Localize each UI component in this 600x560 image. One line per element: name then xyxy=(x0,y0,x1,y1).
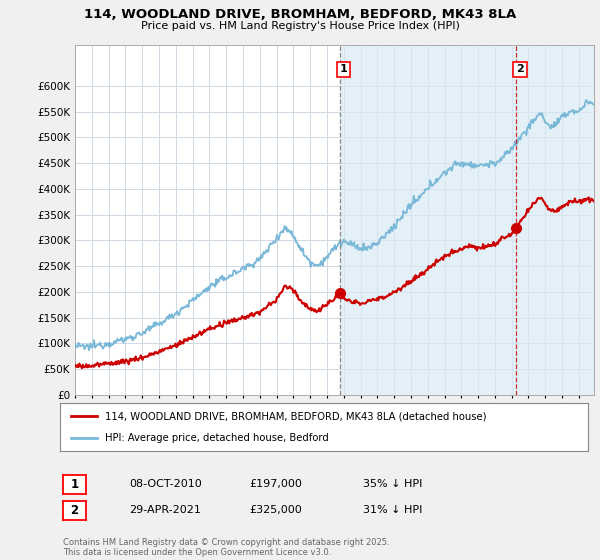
Text: 1: 1 xyxy=(340,64,347,74)
Text: Price paid vs. HM Land Registry's House Price Index (HPI): Price paid vs. HM Land Registry's House … xyxy=(140,21,460,31)
Text: Contains HM Land Registry data © Crown copyright and database right 2025.
This d: Contains HM Land Registry data © Crown c… xyxy=(63,538,389,557)
Text: 2: 2 xyxy=(516,64,524,74)
Text: 114, WOODLAND DRIVE, BROMHAM, BEDFORD, MK43 8LA: 114, WOODLAND DRIVE, BROMHAM, BEDFORD, M… xyxy=(84,8,516,21)
Text: 35% ↓ HPI: 35% ↓ HPI xyxy=(363,479,422,489)
Bar xyxy=(340,45,594,395)
Text: 29-APR-2021: 29-APR-2021 xyxy=(129,505,201,515)
Text: 1: 1 xyxy=(70,478,79,491)
Text: HPI: Average price, detached house, Bedford: HPI: Average price, detached house, Bedf… xyxy=(105,433,329,443)
Text: 2: 2 xyxy=(70,503,79,517)
Text: £197,000: £197,000 xyxy=(249,479,302,489)
Text: 114, WOODLAND DRIVE, BROMHAM, BEDFORD, MK43 8LA (detached house): 114, WOODLAND DRIVE, BROMHAM, BEDFORD, M… xyxy=(105,411,487,421)
Text: 31% ↓ HPI: 31% ↓ HPI xyxy=(363,505,422,515)
Text: 08-OCT-2010: 08-OCT-2010 xyxy=(129,479,202,489)
Text: £325,000: £325,000 xyxy=(249,505,302,515)
